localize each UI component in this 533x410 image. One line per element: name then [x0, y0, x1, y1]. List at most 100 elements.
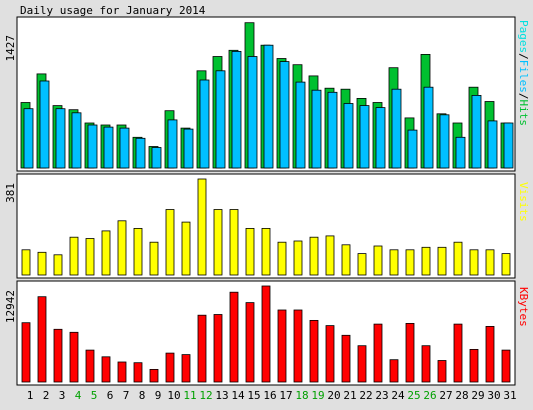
kbytes-bar-day-1 [21, 322, 31, 383]
x-axis-day-labels: 1 2 3 4 5 6 7 8 9 10 11 12 13 14 15 16 17 18 19 20 21 22 23 24 2… [27, 389, 517, 402]
y-max-label: 12942 [4, 290, 17, 323]
kbytes-bar-day-9 [149, 368, 159, 383]
kbytes-bar-day-17 [277, 309, 287, 383]
x-tick-label-day-11: 11 [183, 389, 196, 402]
kbytes-bar-day-29 [469, 348, 479, 383]
visits-bar-day-13 [213, 209, 223, 276]
kbytes-bar-day-21 [341, 334, 351, 383]
files-bar-day-15 [247, 56, 258, 169]
visits-bar-day-30 [485, 249, 495, 276]
files-bar-day-12 [199, 79, 210, 169]
legend-part: Files [517, 60, 530, 93]
files-bar-day-9 [151, 147, 162, 169]
visits-bar-day-21 [341, 244, 351, 276]
files-bar-day-14 [231, 51, 242, 169]
x-tick-label-day-7: 7 [123, 389, 130, 402]
x-tick-label-day-21: 21 [343, 389, 356, 402]
x-tick-label-day-30: 30 [487, 389, 500, 402]
x-tick-label-day-6: 6 [107, 389, 114, 402]
x-tick-label-day-5: 5 [91, 389, 98, 402]
kbytes-bar-day-25 [405, 322, 415, 383]
files-bar-day-22 [359, 105, 370, 169]
files-bar-day-28 [455, 136, 466, 169]
x-tick-label-day-25: 25 [407, 389, 420, 402]
x-tick-label-day-16: 16 [263, 389, 276, 402]
visits-bar-day-5 [85, 238, 95, 276]
x-tick-label-day-2: 2 [43, 389, 50, 402]
kbytes-bar-day-8 [133, 362, 143, 383]
files-bar-day-29 [471, 95, 482, 169]
x-tick-label-day-10: 10 [167, 389, 180, 402]
kbytes-bar-day-5 [85, 349, 95, 383]
x-tick-label-day-27: 27 [439, 389, 452, 402]
visits-bar-day-25 [405, 249, 415, 276]
files-bar-day-1 [23, 108, 34, 169]
kbytes-bar-day-19 [309, 319, 319, 383]
visits-bar-day-15 [245, 227, 255, 276]
visits-bar-day-27 [437, 246, 447, 276]
bars-group [21, 285, 511, 383]
x-tick-label-day-1: 1 [27, 389, 34, 402]
files-bar-day-30 [487, 120, 498, 169]
x-tick-label-day-8: 8 [139, 389, 146, 402]
legend-part: / [517, 93, 530, 100]
visits-bar-day-22 [357, 253, 367, 276]
visits-bar-day-14 [229, 209, 239, 276]
kbytes-bar-day-16 [261, 285, 271, 383]
x-tick-label-day-18: 18 [295, 389, 308, 402]
files-bar-day-8 [135, 137, 146, 169]
kbytes-bar-day-27 [437, 360, 447, 383]
visits-panel: 381 Visits [4, 173, 530, 279]
files-bar-day-21 [343, 103, 354, 169]
files-bar-day-6 [103, 126, 114, 169]
kbytes-bar-day-14 [229, 291, 239, 383]
kbytes-panel: 12942 KBytes [4, 280, 530, 386]
kbytes-bar-day-22 [357, 345, 367, 383]
visits-bar-day-2 [37, 251, 47, 276]
x-tick-label-day-26: 26 [423, 389, 436, 402]
kbytes-bar-day-10 [165, 352, 175, 383]
legend-part: Hits [517, 100, 530, 127]
visits-bar-day-16 [261, 227, 271, 276]
files-bar-day-3 [55, 108, 66, 169]
legend-part: Visits [517, 182, 530, 222]
x-tick-label-day-28: 28 [455, 389, 468, 402]
files-bar-day-7 [119, 127, 130, 169]
x-tick-label-day-15: 15 [247, 389, 260, 402]
visits-bar-day-26 [421, 246, 431, 276]
visits-bar-day-28 [453, 241, 463, 276]
series-legend: KBytes [517, 287, 530, 327]
visits-bar-day-4 [69, 236, 79, 276]
visits-bar-day-19 [309, 236, 319, 276]
kbytes-bar-day-12 [197, 314, 207, 383]
x-tick-label-day-22: 22 [359, 389, 372, 402]
y-max-label: 1427 [4, 35, 17, 62]
files-bar-day-11 [183, 128, 194, 169]
kbytes-bar-day-6 [101, 356, 111, 383]
visits-bar-day-3 [53, 254, 63, 276]
files-bar-day-24 [391, 88, 402, 169]
kbytes-bar-day-26 [421, 345, 431, 383]
x-tick-label-day-4: 4 [75, 389, 82, 402]
files-bar-day-2 [39, 80, 50, 169]
x-tick-label-day-24: 24 [391, 389, 405, 402]
kbytes-bar-day-13 [213, 314, 223, 383]
visits-bar-day-6 [101, 230, 111, 276]
x-tick-label-day-29: 29 [471, 389, 484, 402]
kbytes-bar-day-2 [37, 296, 47, 383]
kbytes-bar-day-23 [373, 323, 383, 383]
files-bar-day-31 [503, 122, 514, 169]
x-tick-label-day-13: 13 [215, 389, 228, 402]
kbytes-bar-day-20 [325, 325, 335, 383]
visits-bar-day-7 [117, 220, 127, 276]
files-bar-day-25 [407, 129, 418, 169]
kbytes-bar-day-15 [245, 302, 255, 383]
files-bar-day-5 [87, 124, 98, 169]
series-legend: Visits [517, 182, 530, 222]
files-bar-day-27 [439, 114, 450, 169]
series-legend: Pages/Files/Hits [517, 20, 530, 126]
files-bar-day-19 [311, 89, 322, 169]
x-tick-label-day-3: 3 [59, 389, 66, 402]
x-tick-label-day-12: 12 [199, 389, 212, 402]
